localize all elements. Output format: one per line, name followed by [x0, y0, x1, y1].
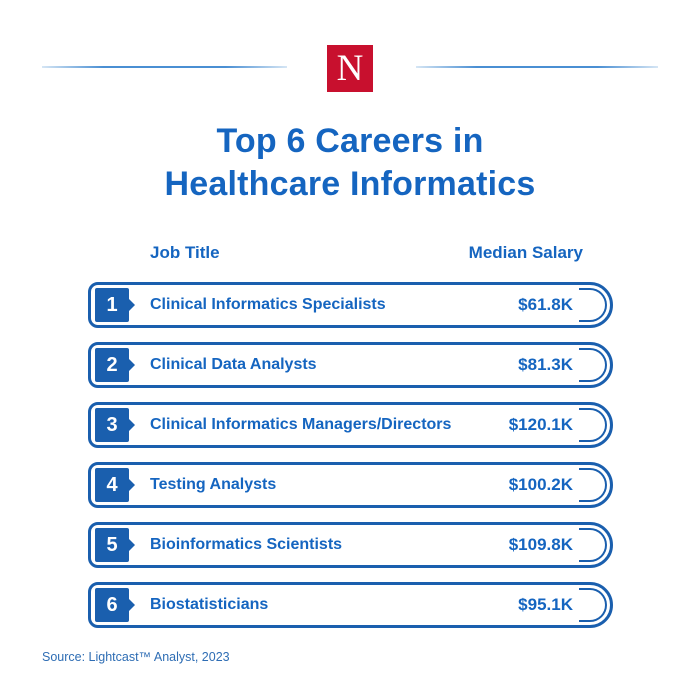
rank-badge: 5: [95, 528, 129, 562]
job-title-label: Biostatisticians: [150, 596, 269, 613]
job-title-label: Clinical Informatics Managers/Directors: [150, 416, 452, 433]
rank-number: 3: [106, 413, 118, 436]
column-header-job-title: Job Title: [150, 243, 220, 262]
rank-number: 2: [106, 353, 118, 376]
table-row-5: 5 Bioinformatics Scientists $109.8K: [88, 522, 613, 568]
rank-number: 1: [106, 293, 118, 316]
rank-badge: 2: [95, 348, 129, 382]
median-salary-value: $95.1K: [518, 595, 573, 614]
table-row-1: 1 Clinical Informatics Specialists $61.8…: [88, 282, 613, 328]
column-header-median-salary: Median Salary: [468, 243, 583, 262]
median-salary-value: $120.1K: [508, 415, 573, 434]
job-title-label: Testing Analysts: [150, 476, 277, 493]
job-title-label: Clinical Data Analysts: [150, 356, 317, 373]
source-attribution: Source: Lightcast™ Analyst, 2023: [42, 650, 230, 664]
median-salary-value: $81.3K: [518, 355, 573, 374]
page-title-line-1: Top 6 Careers in: [216, 122, 484, 160]
page-title-line-2: Healthcare Informatics: [164, 165, 536, 203]
rank-badge: 3: [95, 408, 129, 442]
table-row-2: 2 Clinical Data Analysts $81.3K: [88, 342, 613, 388]
table-row-3: 3 Clinical Informatics Managers/Director…: [88, 402, 613, 448]
job-title-label: Clinical Informatics Specialists: [150, 296, 386, 313]
rank-number: 6: [106, 593, 118, 616]
masthead-rule-left: [42, 66, 287, 68]
rank-badge: 1: [95, 288, 129, 322]
rank-number: 5: [106, 533, 118, 556]
northeastern-logo-icon: N: [327, 45, 373, 92]
rank-number: 4: [106, 473, 118, 496]
median-salary-value: $100.2K: [508, 475, 573, 494]
career-rows: 1 Clinical Informatics Specialists $61.8…: [88, 282, 613, 628]
median-salary-value: $109.8K: [508, 535, 573, 554]
median-salary-value: $61.8K: [518, 295, 573, 314]
masthead-rule-right: [416, 66, 658, 68]
job-title-label: Bioinformatics Scientists: [150, 536, 343, 553]
column-headers: Job Title Median Salary: [88, 243, 613, 263]
rank-badge: 6: [95, 588, 129, 622]
table-row-4: 4 Testing Analysts $100.2K: [88, 462, 613, 508]
page-title: Top 6 Careers in Healthcare Informatics: [0, 120, 700, 206]
table-row-6: 6 Biostatisticians $95.1K: [88, 582, 613, 628]
logo-letter: N: [336, 48, 364, 89]
rank-badge: 4: [95, 468, 129, 502]
